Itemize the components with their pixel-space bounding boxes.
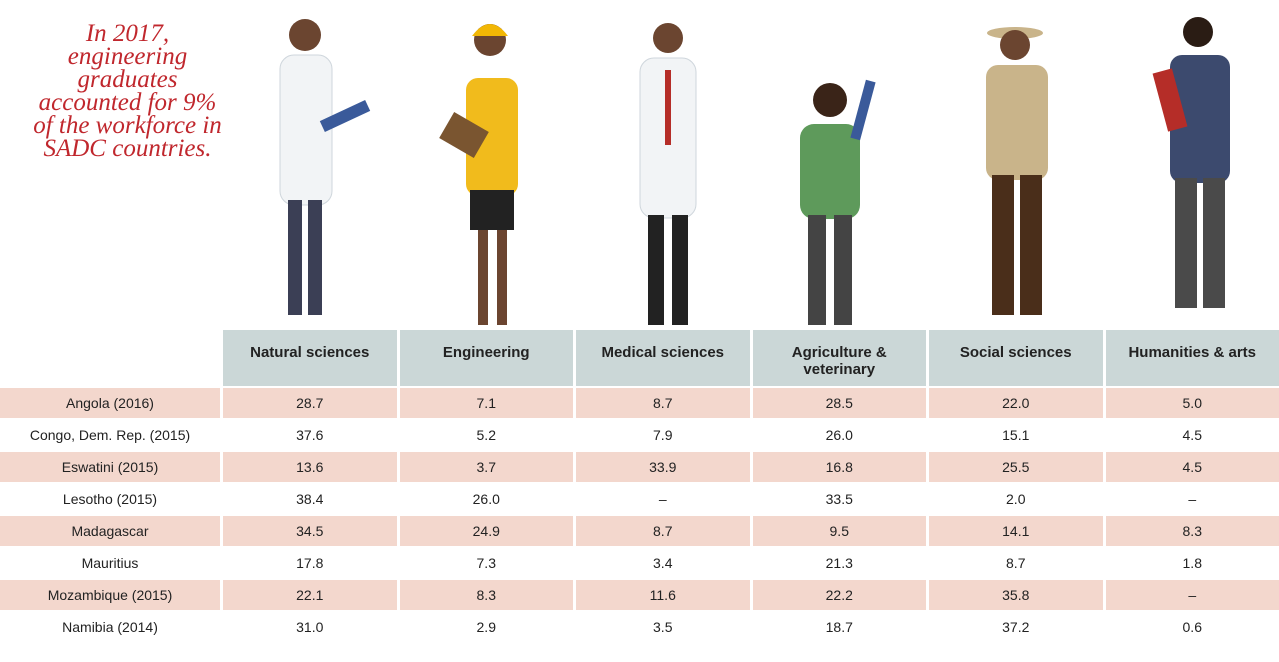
- cell: 8.3: [1106, 516, 1279, 546]
- annotation-line: SADC countries.: [0, 137, 255, 160]
- cell: 24.9: [400, 516, 574, 546]
- cell: 8.7: [576, 516, 750, 546]
- cell: 18.7: [753, 612, 927, 642]
- cell: 28.5: [753, 388, 927, 418]
- annotation-line: of the workforce in: [0, 114, 255, 137]
- cell: 8.7: [576, 388, 750, 418]
- cell: 34.5: [223, 516, 397, 546]
- cell: 3.5: [576, 612, 750, 642]
- row-label: Angola (2016): [0, 388, 220, 418]
- cell: 9.5: [753, 516, 927, 546]
- column-header: Humanities & arts: [1106, 330, 1279, 386]
- cell: 5.0: [1106, 388, 1279, 418]
- cell: 7.1: [400, 388, 574, 418]
- cell: 3.4: [576, 548, 750, 578]
- figure-agriculture: [800, 80, 876, 325]
- annotation-line: engineering: [0, 45, 255, 68]
- cell: 38.4: [223, 484, 397, 514]
- cell: 33.5: [753, 484, 927, 514]
- cell: 8.7: [929, 548, 1103, 578]
- column-header: Agriculture & veterinary: [753, 330, 927, 386]
- cell: 1.8: [1106, 548, 1279, 578]
- cell: –: [576, 484, 750, 514]
- cell: 37.6: [223, 420, 397, 450]
- cell: 35.8: [929, 580, 1103, 610]
- cell: 11.6: [576, 580, 750, 610]
- cell: 2.9: [400, 612, 574, 642]
- column-header: Natural sciences: [223, 330, 397, 386]
- row-label: Mauritius: [0, 548, 220, 578]
- cell: 3.7: [400, 452, 574, 482]
- figure-engineering: [439, 24, 518, 325]
- cell: 14.1: [929, 516, 1103, 546]
- row-label: Lesotho (2015): [0, 484, 220, 514]
- row-label: Congo, Dem. Rep. (2015): [0, 420, 220, 450]
- cell: 37.2: [929, 612, 1103, 642]
- cell: 16.8: [753, 452, 927, 482]
- figure-natural-sciences: [280, 19, 370, 315]
- cell: 7.9: [576, 420, 750, 450]
- cell: 4.5: [1106, 420, 1279, 450]
- cell: –: [1106, 484, 1279, 514]
- column-header: Engineering: [400, 330, 574, 386]
- cell: 22.1: [223, 580, 397, 610]
- cell: 8.3: [400, 580, 574, 610]
- row-label: Madagascar: [0, 516, 220, 546]
- cell: 17.8: [223, 548, 397, 578]
- cell: 28.7: [223, 388, 397, 418]
- row-label: Mozambique (2015): [0, 580, 220, 610]
- figure-social-sciences: [986, 27, 1048, 315]
- cell: 2.0: [929, 484, 1103, 514]
- cell: 25.5: [929, 452, 1103, 482]
- cell: 7.3: [400, 548, 574, 578]
- figure-medical-sciences: [640, 23, 696, 325]
- cell: 15.1: [929, 420, 1103, 450]
- cell: 0.6: [1106, 612, 1279, 642]
- cell: 22.0: [929, 388, 1103, 418]
- cell: 26.0: [400, 484, 574, 514]
- row-label: Namibia (2014): [0, 612, 220, 642]
- figure-humanities: [1153, 17, 1230, 308]
- cell: 26.0: [753, 420, 927, 450]
- annotation-line: graduates: [0, 68, 255, 91]
- column-header: Social sciences: [929, 330, 1103, 386]
- cell: 21.3: [753, 548, 927, 578]
- row-label: Eswatini (2015): [0, 452, 220, 482]
- cell: 33.9: [576, 452, 750, 482]
- cell: 22.2: [753, 580, 927, 610]
- column-header: Medical sciences: [576, 330, 750, 386]
- cell: –: [1106, 580, 1279, 610]
- annotation-line: In 2017,: [0, 22, 255, 45]
- blank-header: [0, 330, 220, 386]
- cell: 5.2: [400, 420, 574, 450]
- cell: 13.6: [223, 452, 397, 482]
- annotation-line: accounted for 9%: [0, 91, 255, 114]
- cell: 31.0: [223, 612, 397, 642]
- cell: 4.5: [1106, 452, 1279, 482]
- page: {"note": {"lines": ["In 2017,", "enginee…: [0, 0, 1279, 662]
